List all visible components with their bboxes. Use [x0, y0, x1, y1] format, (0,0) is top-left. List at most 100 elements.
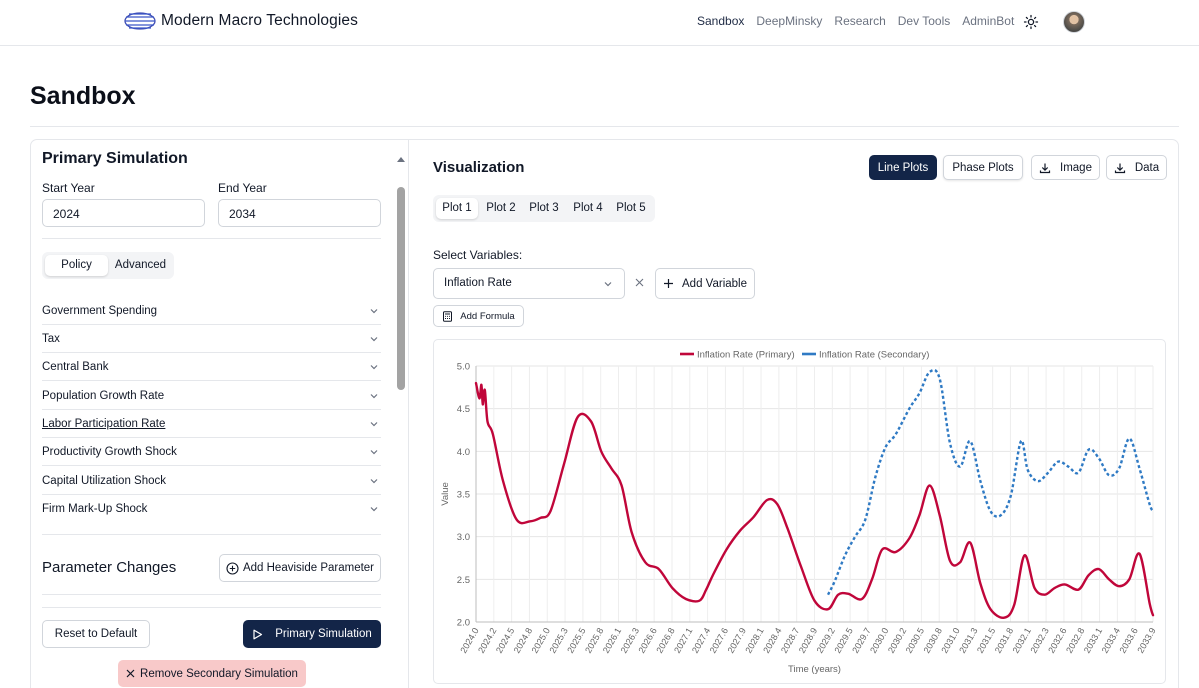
nav-links: Sandbox DeepMinsky Research Dev Tools Ad…	[697, 14, 1026, 28]
button-label: Remove Secondary Simulation	[140, 667, 298, 680]
scroll-up-arrow-icon[interactable]	[396, 155, 406, 163]
add-variable-button[interactable]: Add Variable	[655, 268, 755, 299]
page-title: Sandbox	[30, 82, 136, 110]
tab-policy[interactable]: Policy	[45, 255, 108, 276]
reset-to-default-button[interactable]: Reset to Default	[42, 620, 150, 648]
parameter-changes-title: Parameter Changes	[42, 559, 177, 576]
chevron-down-icon	[370, 337, 378, 342]
chevron-down-icon	[370, 422, 378, 427]
series-line-primary	[474, 381, 1155, 619]
run-primary-simulation-button[interactable]: Primary Simulation	[243, 620, 381, 648]
download-icon	[1039, 163, 1051, 173]
select-variables-label: Select Variables:	[433, 248, 523, 262]
plot-tabs: Plot 1 Plot 2 Plot 3 Plot 4 Plot 5	[433, 195, 655, 222]
accordion-label: Firm Mark-Up Shock	[42, 503, 148, 515]
brand-logo-icon	[124, 12, 156, 30]
nav-link-deepminsky[interactable]: DeepMinsky	[756, 14, 823, 28]
start-year-input[interactable]: 2024	[42, 199, 205, 227]
x-axis-label: Time (years)	[788, 664, 841, 675]
avatar[interactable]	[1063, 11, 1085, 33]
divider	[42, 238, 381, 239]
y-tick-label: 4.5	[457, 404, 470, 415]
phase-plots-button[interactable]: Phase Plots	[943, 155, 1023, 180]
tab-plot-2[interactable]: Plot 2	[486, 202, 516, 214]
sun-icon[interactable]	[1023, 14, 1039, 30]
y-tick-label: 2.0	[457, 618, 470, 629]
button-label: Add Formula	[460, 310, 515, 322]
tab-plot-1[interactable]: Plot 1	[436, 198, 478, 219]
accordion-label: Labor Participation Rate	[42, 418, 166, 430]
main-card	[30, 139, 1179, 688]
y-tick-label: 5.0	[457, 362, 470, 373]
brand-name: Modern Macro Technologies	[161, 12, 358, 29]
button-label: Data	[1134, 161, 1160, 174]
end-year-input[interactable]: 2034	[218, 199, 381, 227]
simulation-tabs: Policy Advanced	[42, 252, 174, 279]
download-data-button[interactable]: Data	[1106, 155, 1167, 180]
variable-select[interactable]: Inflation Rate	[433, 268, 625, 299]
chevron-down-icon	[370, 507, 378, 512]
button-label: Add Heaviside Parameter	[242, 562, 375, 574]
chevron-down-icon	[370, 309, 378, 314]
remove-secondary-simulation-button[interactable]: Remove Secondary Simulation	[118, 660, 306, 687]
primary-simulation-title: Primary Simulation	[42, 150, 188, 167]
panel-divider	[408, 140, 409, 688]
button-label: Primary Simulation	[275, 628, 372, 640]
divider	[42, 534, 381, 535]
accordion-productivity-growth-shock[interactable]: Productivity Growth Shock	[42, 438, 381, 466]
accordion-label: Government Spending	[42, 305, 158, 317]
divider	[42, 607, 381, 608]
end-year-label: End Year	[218, 181, 267, 195]
accordion-capital-utilization-shock[interactable]: Capital Utilization Shock	[42, 467, 381, 495]
close-icon	[126, 669, 135, 678]
divider	[42, 594, 381, 595]
accordion-label: Tax	[42, 333, 60, 345]
series-line-secondary	[826, 368, 1155, 596]
legend-label: Inflation Rate (Primary)	[697, 350, 795, 361]
tab-plot-5[interactable]: Plot 5	[616, 202, 646, 214]
brand[interactable]: Modern Macro Technologies	[123, 10, 358, 32]
line-plots-button[interactable]: Line Plots	[869, 155, 937, 180]
add-formula-button[interactable]: Add Formula	[433, 305, 524, 327]
visualization-title: Visualization	[433, 159, 525, 176]
accordion-labor-participation-rate[interactable]: Labor Participation Rate	[42, 410, 381, 438]
title-divider	[30, 126, 1179, 127]
accordion-label: Central Bank	[42, 361, 109, 373]
y-tick-label: 4.0	[457, 447, 470, 458]
nav-link-sandbox[interactable]: Sandbox	[697, 14, 745, 28]
accordion-label: Productivity Growth Shock	[42, 446, 177, 458]
chevron-down-icon	[370, 479, 378, 484]
scrollbar-thumb[interactable]	[397, 187, 405, 390]
chevron-down-icon	[370, 394, 378, 399]
y-tick-label: 2.5	[457, 575, 470, 586]
accordion-central-bank[interactable]: Central Bank	[42, 353, 381, 381]
nav-link-adminbot[interactable]: AdminBot	[962, 14, 1015, 28]
button-label: Image	[1060, 161, 1092, 174]
accordion-government-spending[interactable]: Government Spending	[42, 297, 381, 325]
clear-variable-icon[interactable]	[634, 277, 645, 288]
download-icon	[1114, 163, 1125, 173]
plus-circle-icon	[226, 561, 239, 575]
plus-icon	[664, 279, 673, 288]
button-label: Add Variable	[682, 277, 747, 290]
chevron-down-icon	[604, 282, 612, 287]
start-year-label: Start Year	[42, 181, 95, 195]
tab-advanced[interactable]: Advanced	[114, 259, 167, 271]
accordion-population-growth-rate[interactable]: Population Growth Rate	[42, 382, 381, 410]
tab-plot-3[interactable]: Plot 3	[529, 202, 559, 214]
add-heaviside-parameter-button[interactable]: Add Heaviside Parameter	[219, 554, 381, 582]
download-image-button[interactable]: Image	[1031, 155, 1100, 180]
nav-link-dev-tools[interactable]: Dev Tools	[897, 14, 951, 28]
accordion-firm-mark-up-shock[interactable]: Firm Mark-Up Shock	[42, 495, 381, 523]
tab-plot-4[interactable]: Plot 4	[573, 202, 603, 214]
accordion-label: Capital Utilization Shock	[42, 475, 167, 487]
play-icon	[253, 629, 263, 639]
y-tick-label: 3.0	[457, 532, 470, 543]
accordion-label: Population Growth Rate	[42, 390, 165, 402]
accordion-tax[interactable]: Tax	[42, 325, 381, 353]
chevron-down-icon	[370, 365, 378, 370]
nav-link-research[interactable]: Research	[834, 14, 886, 28]
top-navbar: Modern Macro Technologies Sandbox DeepMi…	[0, 0, 1199, 46]
chart-container: 2.0 2.5 3.0 3.5 4.0 4.5 5.0 2024.0 2024.2 2024.5 2…	[433, 339, 1166, 684]
calculator-icon	[443, 310, 453, 322]
